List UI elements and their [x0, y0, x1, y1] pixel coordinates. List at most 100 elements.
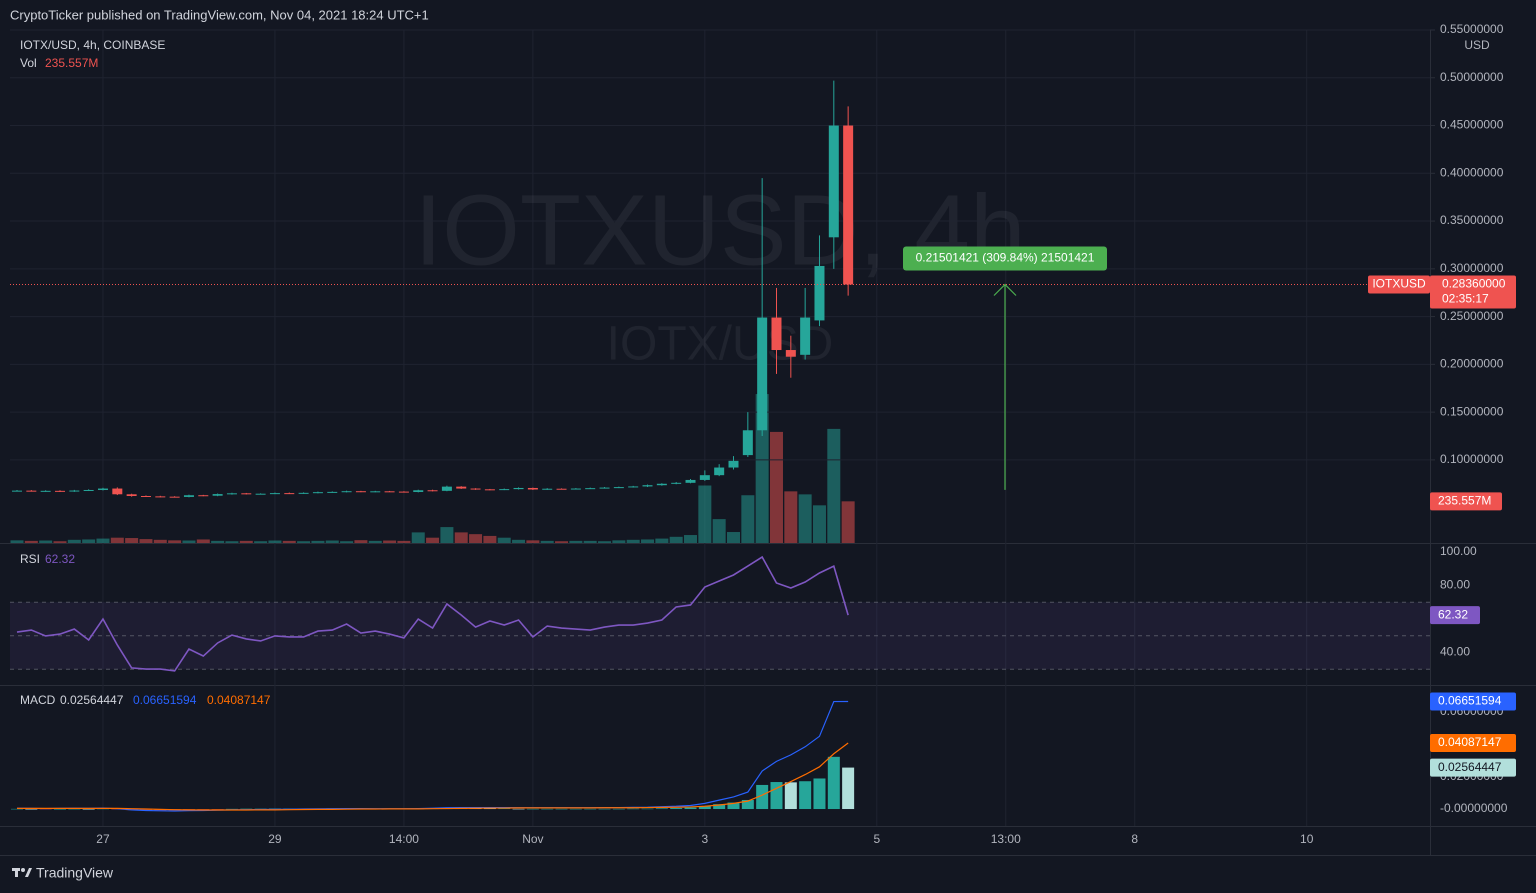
footer-brand[interactable]: TradingView — [36, 865, 114, 881]
x-tick-label: 27 — [96, 832, 110, 846]
volume-tag-bg — [1430, 492, 1502, 511]
macd-histogram-bar — [670, 808, 683, 810]
price-tag: 0.28360000 — [1442, 277, 1506, 291]
macd-histogram-bar — [526, 808, 539, 810]
volume-bar — [426, 537, 440, 543]
volume-bar — [626, 539, 640, 543]
candle-body — [241, 493, 252, 495]
candle-body — [112, 488, 123, 495]
candle-body — [456, 486, 467, 489]
candle-body — [384, 491, 395, 493]
candle-body — [169, 496, 180, 498]
volume-bar — [598, 541, 612, 543]
histogram-tag-bg — [1430, 758, 1516, 777]
y-tick-label: 0.50000000 — [1440, 70, 1504, 84]
volume-bar — [53, 541, 67, 543]
candle-body — [628, 486, 639, 488]
volume-bar — [655, 538, 669, 543]
candle-body — [398, 491, 409, 493]
signal-tag-bg — [1430, 733, 1516, 752]
logo-part — [21, 868, 25, 872]
volume-bar — [168, 540, 182, 543]
axis-unit: USD — [1464, 38, 1490, 52]
volume-bar — [841, 501, 855, 543]
volume-bar — [583, 540, 597, 543]
candle-body — [771, 317, 782, 351]
volume-bar — [769, 431, 783, 543]
volume-bar — [211, 540, 225, 543]
candle-body — [97, 488, 108, 490]
volume-bar — [698, 485, 712, 543]
macd-histogram-bar — [211, 809, 224, 810]
volume-bar — [440, 527, 454, 543]
macd-histogram-bar — [741, 799, 754, 810]
volume-bar — [110, 537, 124, 543]
volume-bar — [684, 535, 698, 543]
countdown: 02:35:17 — [1442, 292, 1489, 306]
macd-histogram-bar — [197, 809, 210, 810]
candle-body — [728, 460, 739, 468]
signal-line — [17, 742, 849, 811]
volume-tag: 235.557M — [1438, 494, 1491, 508]
macd-histogram-bar — [598, 808, 611, 810]
volume-bar — [526, 540, 540, 543]
candle-body — [828, 125, 839, 238]
rsi-tag-bg — [1430, 606, 1480, 625]
volume-bar — [125, 538, 139, 543]
macd-histogram-bar — [813, 778, 826, 810]
symbol-tag-bg — [1368, 275, 1430, 294]
volume-bar — [569, 540, 583, 543]
volume-bar — [139, 539, 153, 543]
volume-bar — [153, 539, 167, 543]
candle-body — [327, 491, 338, 493]
volume-bar — [311, 540, 325, 543]
macd-legend-title: MACD — [20, 693, 56, 707]
candle-body — [814, 265, 825, 321]
volume-bar — [383, 540, 397, 543]
candle-body — [513, 487, 524, 490]
macd-histogram-bar — [541, 808, 554, 810]
macd-histogram-bar — [584, 808, 597, 810]
volume-bar — [784, 491, 798, 543]
y-tick-label: 100.00 — [1440, 544, 1477, 558]
macd-histogram-bar — [827, 756, 840, 810]
legend-title: IOTX/USD, 4h, COINBASE — [20, 38, 165, 52]
volume-bar — [354, 540, 368, 543]
measure-box — [903, 246, 1107, 271]
volume-bar — [254, 541, 268, 543]
y-tick-label: -0.00000000 — [1440, 801, 1508, 815]
macd-histogram-bar — [756, 784, 769, 810]
candle-body — [470, 488, 481, 490]
volume-bar — [24, 540, 38, 543]
macd-histogram-bar — [627, 808, 640, 810]
y-tick-label: 0.45000000 — [1440, 118, 1504, 132]
macd-histogram-bar — [240, 808, 253, 810]
candle-body — [226, 493, 237, 495]
volume-bar — [497, 537, 511, 543]
y-tick-label: 0.40000000 — [1440, 165, 1504, 179]
candle-body — [499, 489, 510, 491]
volume-legend-title: Vol — [20, 56, 37, 70]
volume-bar — [755, 394, 769, 543]
candle-body — [341, 491, 352, 493]
x-tick-label: 5 — [873, 832, 880, 846]
candle-body — [413, 490, 424, 492]
volume-bar — [239, 540, 253, 543]
volume-bar — [268, 540, 282, 543]
volume-bar — [340, 541, 354, 543]
volume-bar — [741, 495, 755, 543]
candle-body — [585, 488, 596, 490]
symbol-tag: IOTXUSD — [1372, 277, 1426, 291]
x-tick-label: 14:00 — [389, 832, 419, 846]
macd-legend-signal: 0.04087147 — [207, 693, 271, 707]
macd-histogram-bar — [53, 809, 66, 810]
volume-bar — [39, 540, 53, 543]
volume-bar — [469, 534, 483, 543]
volume-bar — [397, 540, 411, 543]
y-tick-label: 0.55000000 — [1440, 22, 1504, 36]
macd-histogram-bar — [569, 808, 582, 810]
candle-body — [370, 491, 381, 493]
rsi-line — [16, 555, 849, 672]
footer-bar — [0, 855, 1536, 893]
x-tick-label: Nov — [522, 832, 543, 846]
